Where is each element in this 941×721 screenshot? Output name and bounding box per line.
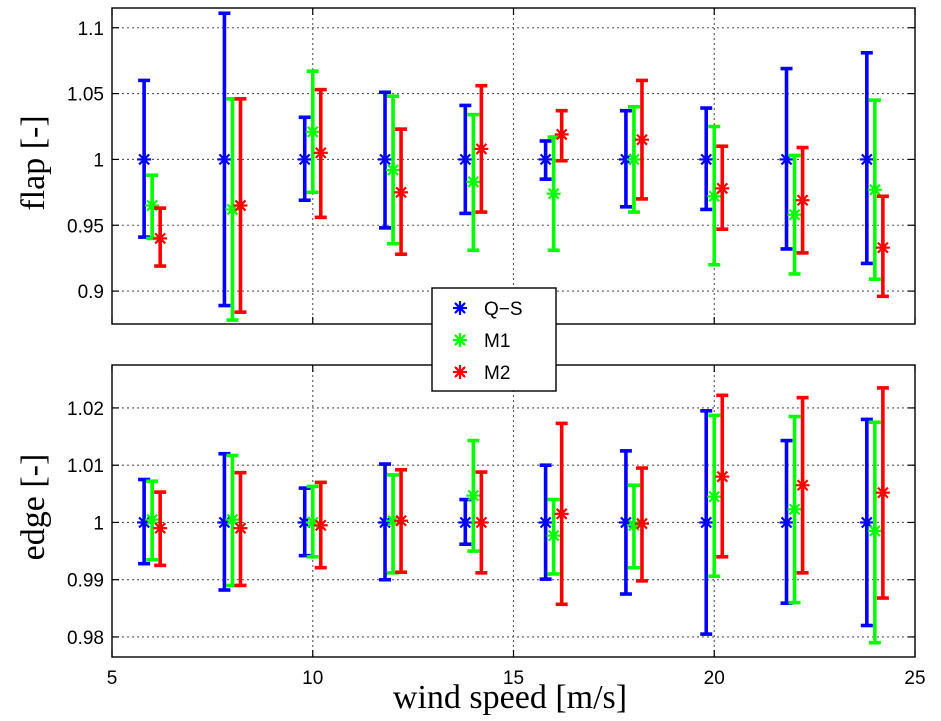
flap-y-axis-label: flap [-] <box>15 115 52 210</box>
y-tick-label: 0.98 <box>67 628 104 649</box>
y-tick-label: 1.05 <box>67 85 104 106</box>
x-tick-label: 20 <box>704 668 725 689</box>
y-tick-label: 0.95 <box>67 216 104 237</box>
data-point <box>137 152 152 167</box>
data-point <box>233 198 248 213</box>
x-tick-label: 25 <box>904 668 925 689</box>
edge-panel: 0.98 0.99 1 1.01 1.02 <box>67 364 916 658</box>
data-point <box>153 231 168 246</box>
data-point <box>634 132 649 147</box>
data-point <box>875 240 890 255</box>
data-point <box>715 469 730 484</box>
data-point <box>233 521 248 536</box>
data-point <box>795 193 810 208</box>
data-point <box>394 513 409 528</box>
data-point <box>394 185 409 200</box>
legend: Q−S M1 M2 <box>431 287 557 392</box>
data-point <box>546 186 561 201</box>
x-axis-label: wind speed [m/s] <box>393 679 627 716</box>
data-point <box>699 152 714 167</box>
data-point <box>626 152 641 167</box>
data-point <box>859 152 874 167</box>
data-point <box>458 152 473 167</box>
legend-marker <box>453 301 467 315</box>
data-point <box>313 518 328 533</box>
data-point <box>779 515 794 530</box>
data-point <box>875 485 890 500</box>
y-tick-label: 0.99 <box>67 571 104 592</box>
data-point <box>313 145 328 160</box>
data-point <box>715 181 730 196</box>
data-point <box>867 524 882 539</box>
data-point <box>153 521 168 536</box>
series-m2 <box>153 386 890 607</box>
y-tick-label: 0.9 <box>78 282 104 303</box>
data-point <box>538 152 553 167</box>
y-tick-label: 1.1 <box>78 19 104 40</box>
y-tick-label: 1.02 <box>67 399 104 420</box>
x-tick-label: 5 <box>107 668 118 689</box>
legend-box <box>431 287 557 392</box>
legend-marker <box>453 333 467 347</box>
data-point <box>386 162 401 177</box>
data-point <box>305 515 320 530</box>
data-point <box>474 141 489 156</box>
data-point <box>225 512 240 527</box>
data-point <box>458 515 473 530</box>
legend-marker <box>453 365 467 379</box>
data-point <box>378 152 393 167</box>
series-m1 <box>145 69 882 322</box>
series-qs <box>137 409 874 636</box>
y-tick-label: 1.01 <box>67 456 104 477</box>
edge-y-axis-label: edge [-] <box>15 454 52 561</box>
data-point <box>699 515 714 530</box>
data-point <box>305 124 320 139</box>
data-point <box>217 152 232 167</box>
flap-panel: 0.9 0.95 1 1.05 1.1 <box>67 7 916 325</box>
data-point <box>474 515 489 530</box>
data-point <box>466 488 481 503</box>
data-point <box>546 528 561 543</box>
x-axis: 5 10 15 20 25 <box>107 668 926 689</box>
data-point <box>145 198 160 213</box>
series-m1 <box>145 413 882 645</box>
data-point <box>297 152 312 167</box>
data-point <box>707 489 722 504</box>
series-m2 <box>153 78 890 314</box>
legend-label: M1 <box>484 331 510 352</box>
series-qs <box>137 11 874 308</box>
data-point <box>634 516 649 531</box>
x-tick-label: 10 <box>302 668 323 689</box>
data-point <box>466 174 481 189</box>
data-point <box>554 506 569 521</box>
x-tick-label: 15 <box>503 668 524 689</box>
y-tick-label: 1 <box>93 513 104 534</box>
data-point <box>554 127 569 142</box>
plot-area <box>112 8 915 324</box>
legend-label: M2 <box>484 363 510 384</box>
legend-label: Q−S <box>484 299 523 320</box>
data-point <box>867 182 882 197</box>
data-point <box>787 207 802 222</box>
data-point <box>538 515 553 530</box>
data-point <box>787 502 802 517</box>
y-tick-label: 1 <box>93 150 104 171</box>
data-point <box>795 478 810 493</box>
